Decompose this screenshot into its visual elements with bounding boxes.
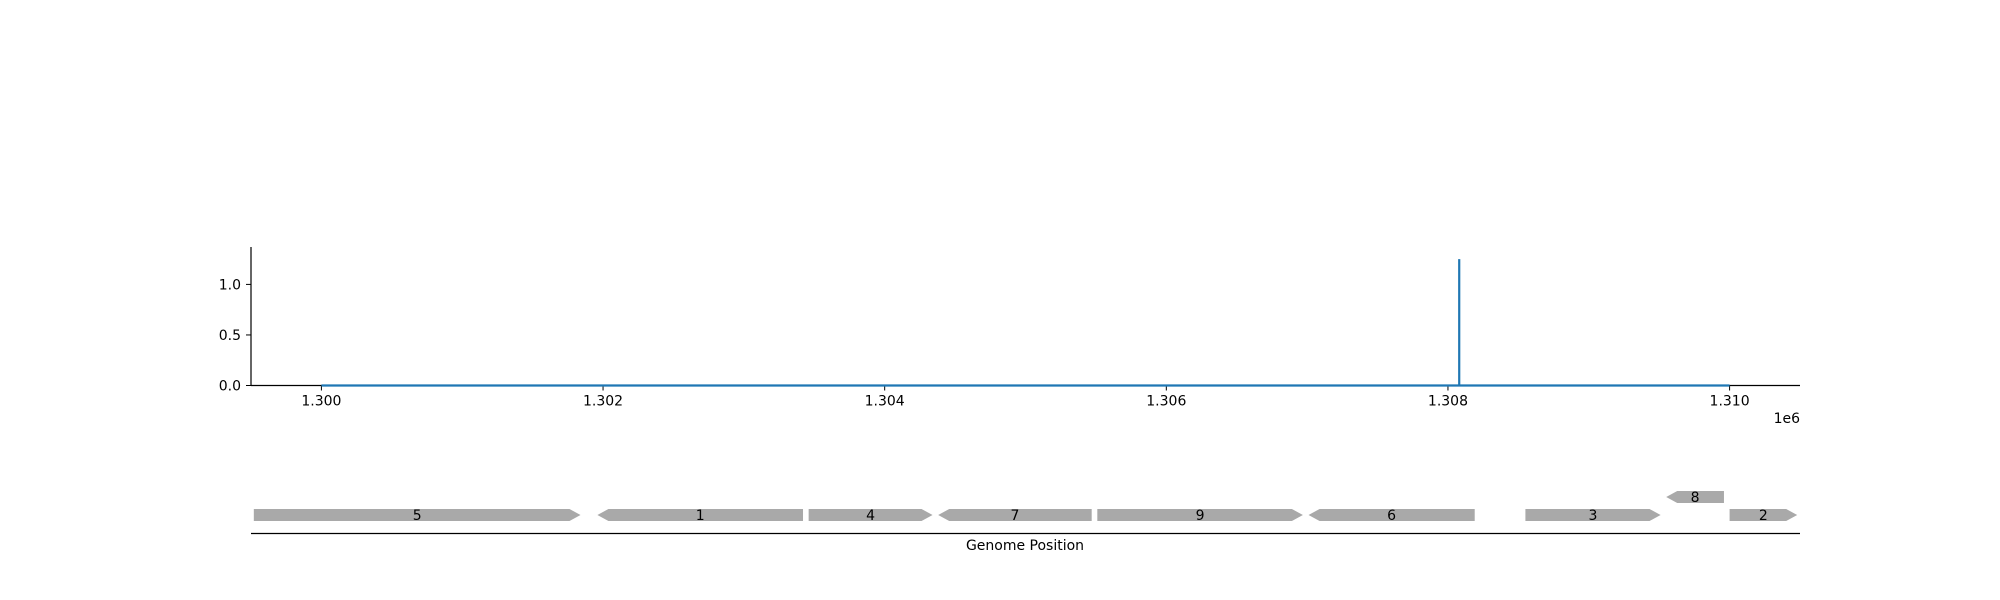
x-tick-label: 1.300 (301, 394, 341, 410)
x-axis-label: Genome Position (966, 538, 1084, 554)
x-tick-label: 1.306 (1146, 394, 1186, 410)
x-ticks: 1.300 1.302 1.304 1.306 1.308 1.310 (301, 385, 1750, 410)
gene-label: 5 (413, 508, 422, 524)
y-tick-label: 0.5 (219, 328, 241, 344)
gene-feature (808, 509, 933, 521)
gene-feature (1666, 491, 1724, 503)
x-tick-label: 1.308 (1428, 394, 1468, 410)
gene-track: 5 1 4 7 9 6 3 8 2 Genome Position (251, 490, 1800, 554)
gene-label: 3 (1589, 508, 1598, 524)
x-tick-label: 1.302 (583, 394, 623, 410)
gene-feature (597, 509, 804, 521)
gene-feature (1097, 509, 1303, 521)
coverage-plot: 0.0 0.5 1.0 1.300 1.302 1.304 1.306 1.308 1.310… (219, 247, 1800, 427)
gene-label: 9 (1196, 508, 1205, 524)
gene-label: 4 (866, 508, 875, 524)
gene-feature (1729, 509, 1798, 521)
x-tick-label: 1.310 (1710, 394, 1750, 410)
gene-label: 7 (1010, 508, 1019, 524)
gene-label: 2 (1759, 508, 1768, 524)
y-ticks: 0.0 0.5 1.0 (219, 277, 251, 395)
gene-feature (253, 509, 581, 521)
gene-features: 5 1 4 7 9 6 3 8 2 (253, 490, 1798, 524)
gene-feature (938, 509, 1092, 521)
series-line (321, 259, 1730, 387)
gene-label: 8 (1691, 490, 1700, 506)
y-tick-label: 0.0 (219, 379, 241, 395)
gene-feature (1525, 509, 1661, 521)
x-offset-label: 1e6 (1774, 411, 1801, 427)
y-tick-label: 1.0 (219, 277, 241, 293)
gene-feature (1308, 509, 1475, 521)
x-tick-label: 1.304 (865, 394, 905, 410)
gene-label: 1 (696, 508, 705, 524)
gene-label: 6 (1387, 508, 1396, 524)
